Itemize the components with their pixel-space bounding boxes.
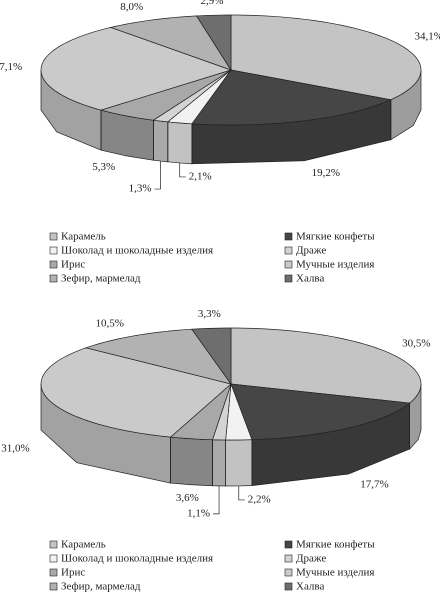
value-label: 31,0%	[1, 442, 29, 454]
legend-swatch	[284, 582, 293, 591]
slice-side	[170, 436, 213, 487]
slice	[109, 15, 232, 71]
legend-label: Халва	[296, 273, 324, 285]
value-label: 19,2%	[312, 167, 340, 179]
legend-label: Шоколад и шоколадные изделия	[61, 245, 213, 257]
legend-swatch	[284, 274, 293, 283]
legend-swatch	[49, 554, 58, 563]
legend-label: Мягкие конфеты	[296, 231, 375, 243]
legend-label: Карамель	[61, 539, 106, 551]
slice	[40, 347, 232, 438]
slice	[225, 383, 253, 441]
leader-line	[238, 485, 245, 501]
legend-label: Шоколад и шоколадные изделия	[61, 553, 213, 565]
legend-swatch	[49, 274, 58, 283]
value-label: 2,9%	[201, 0, 224, 7]
value-label: 3,3%	[198, 308, 221, 320]
legend-label: Халва	[296, 581, 324, 593]
slice	[169, 382, 232, 441]
legend-swatch	[284, 568, 293, 577]
slice	[99, 69, 232, 121]
value-label: 5,3%	[92, 161, 115, 173]
value-label: 27,1%	[0, 61, 22, 73]
slice-side	[153, 119, 169, 163]
leader-line	[179, 162, 186, 178]
legend-label: Ирис	[61, 259, 85, 271]
slice	[84, 328, 232, 385]
slice-side	[167, 121, 193, 165]
value-label: 8,0%	[120, 1, 143, 13]
legend-label: Драже	[296, 553, 326, 565]
legend-swatch	[49, 246, 58, 255]
legend-swatch	[284, 246, 293, 255]
legend-swatch	[49, 582, 58, 591]
value-label: 3,6%	[176, 492, 199, 504]
slice	[191, 327, 232, 386]
legend-swatch	[284, 554, 293, 563]
slice	[195, 14, 232, 72]
legend-swatch	[49, 260, 58, 269]
leader-line	[213, 485, 220, 515]
legend-label: Мягкие конфеты	[296, 539, 375, 551]
legend-label: Мучные изделия	[296, 259, 374, 271]
slice	[230, 383, 411, 441]
value-label: 1,3%	[129, 183, 152, 195]
legend-swatch	[49, 568, 58, 577]
slice	[191, 69, 392, 126]
legend-label: Мучные изделия	[296, 567, 374, 579]
legend-label: Карамель	[61, 231, 106, 243]
value-label: 1,1%	[187, 507, 210, 519]
value-label: 10,5%	[96, 317, 124, 329]
value-label: 17,7%	[360, 479, 388, 491]
value-label: 34,1%	[414, 31, 440, 43]
value-label: 2,1%	[189, 170, 212, 182]
value-label: 2,2%	[248, 493, 271, 505]
value-label: 30,5%	[402, 337, 430, 349]
slice	[166, 69, 232, 125]
legend-label: Драже	[296, 245, 326, 257]
legend-swatch	[284, 232, 293, 241]
legend-label: Зефир, мармелад	[61, 581, 141, 593]
leader-line	[154, 161, 161, 190]
slice-side	[212, 439, 226, 487]
slice	[40, 27, 233, 111]
legend-swatch	[49, 540, 58, 549]
legend-swatch	[49, 232, 58, 241]
slice	[230, 327, 422, 404]
legend-swatch	[284, 260, 293, 269]
legend-swatch	[284, 540, 293, 549]
slice-side	[225, 439, 253, 487]
legend-label: Ирис	[61, 567, 85, 579]
legend-label: Зефир, мармелад	[61, 273, 141, 285]
